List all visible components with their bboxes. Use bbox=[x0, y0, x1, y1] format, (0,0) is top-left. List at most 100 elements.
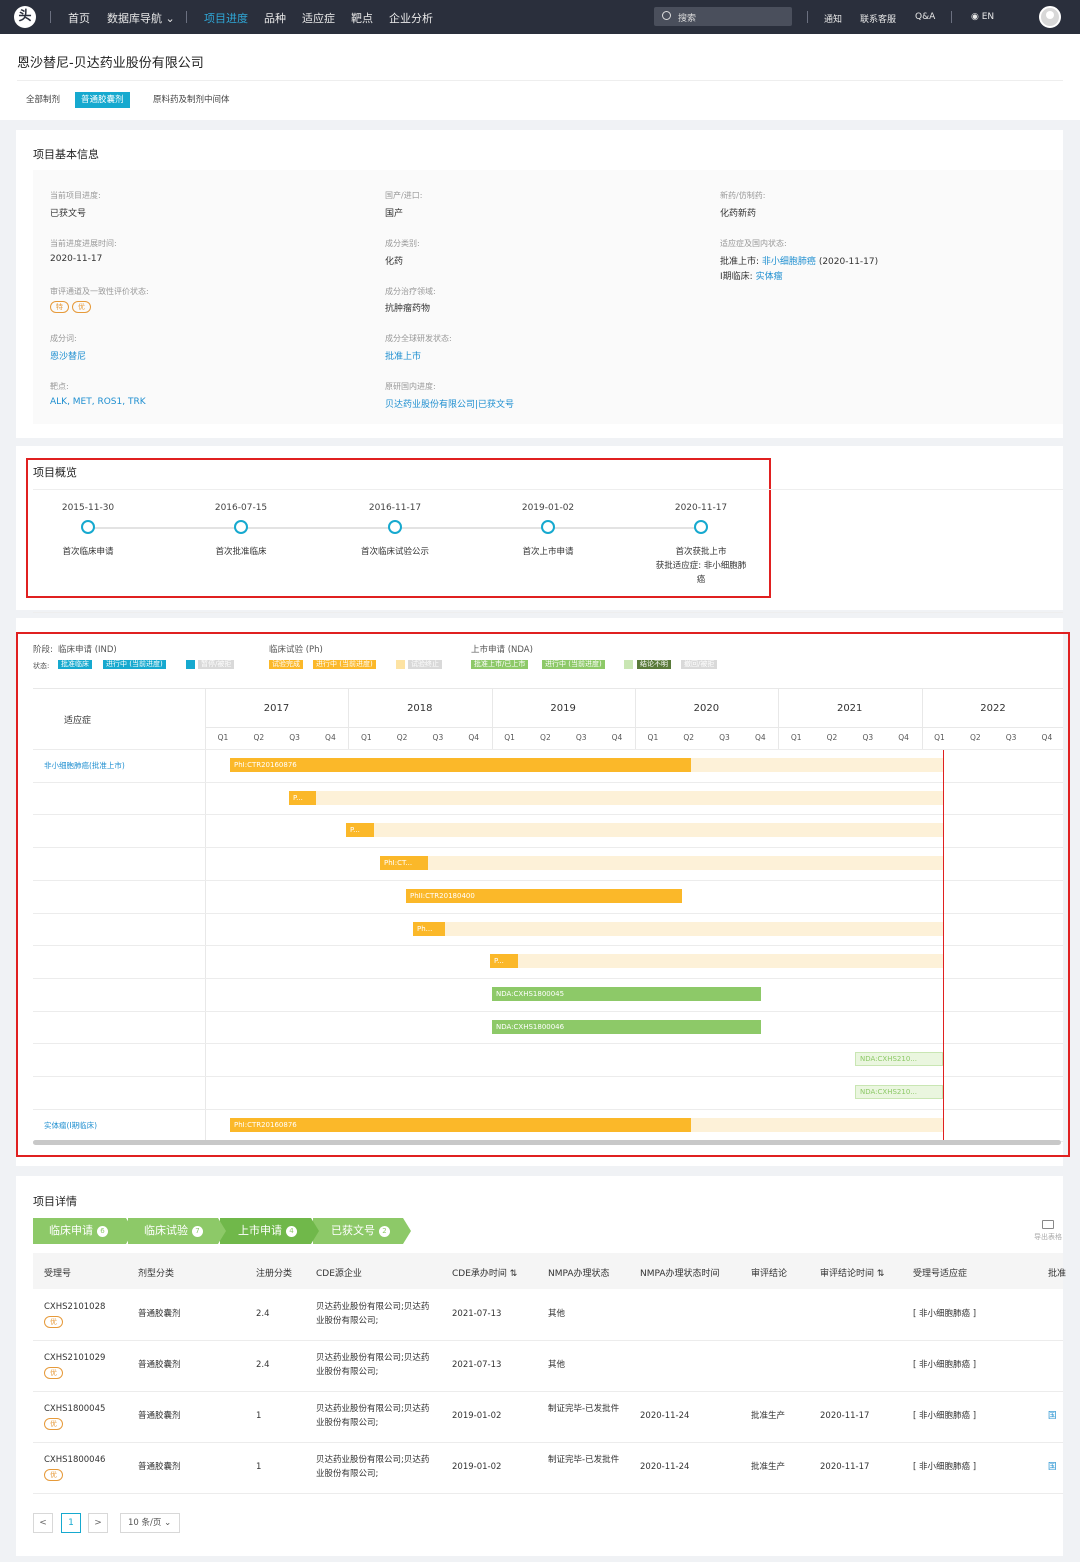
step-clinical-application[interactable]: 临床申请 6 bbox=[33, 1218, 134, 1244]
gantt-bar[interactable]: P... bbox=[346, 823, 374, 838]
nav-contact-support[interactable]: 联系客服 bbox=[860, 15, 897, 25]
milestone-dot[interactable] bbox=[694, 520, 708, 534]
page-1-button[interactable]: 1 bbox=[61, 1513, 81, 1533]
accept-number-link[interactable]: CXHS1800046 bbox=[44, 1455, 106, 1465]
gantt-scrollbar[interactable] bbox=[33, 1140, 1061, 1145]
legend-chip: 试验终止 bbox=[408, 660, 442, 669]
accept-number-link[interactable]: CXHS2101028 bbox=[44, 1302, 106, 1312]
field-label: 审评通道及一致性评价状态: bbox=[50, 287, 149, 296]
priority-badge: 优 bbox=[44, 1367, 63, 1379]
dosage-form-cell: 普通胶囊剂 bbox=[138, 1360, 181, 1370]
nav-database[interactable]: 数据库导航 ⌄ bbox=[107, 12, 175, 25]
field-value: 已获文号 bbox=[50, 209, 87, 219]
column-header[interactable]: 审评结论时间 ⇅ bbox=[820, 1269, 885, 1279]
column-header[interactable]: 受理号适应症 bbox=[913, 1269, 968, 1279]
tab-capsule[interactable]: 普通胶囊剂 bbox=[75, 92, 130, 108]
nav-home[interactable]: 首页 bbox=[68, 12, 90, 25]
column-header[interactable]: CDE承办时间 ⇅ bbox=[452, 1269, 518, 1279]
legend-stage-ph: 临床试验 (Ph) bbox=[269, 645, 323, 655]
column-header[interactable]: NMPA办理状态 bbox=[548, 1269, 610, 1279]
indication-link[interactable]: 非小细胞肺癌 bbox=[761, 257, 816, 267]
tab-all-preparations[interactable]: 全部制剂 bbox=[26, 95, 61, 105]
badge-priority: 优 bbox=[72, 301, 91, 313]
indication-link[interactable]: 实体瘤 bbox=[755, 272, 783, 282]
quarter-header: Q4 bbox=[325, 733, 336, 742]
quarter-header: Q1 bbox=[504, 733, 515, 742]
page-size-select[interactable]: 10 条/页 ⌄ bbox=[120, 1513, 180, 1533]
column-header[interactable]: 剂型分类 bbox=[138, 1269, 175, 1279]
gantt-bar[interactable]: P... bbox=[490, 954, 518, 969]
indication-cell[interactable]: [ 非小细胞肺癌 ] bbox=[913, 1309, 977, 1319]
avatar[interactable] bbox=[1039, 6, 1061, 28]
gantt-row-label[interactable]: 非小细胞肺癌(批准上市) bbox=[44, 761, 125, 770]
gantt-bar[interactable]: PhI:CT... bbox=[380, 856, 428, 871]
quarter-header: Q2 bbox=[826, 733, 838, 742]
gantt-bar[interactable]: Ph... bbox=[413, 921, 445, 936]
column-header[interactable]: 批准 bbox=[1048, 1269, 1067, 1279]
gantt-bar[interactable]: P... bbox=[289, 790, 316, 805]
field-label: 新药/仿制药: bbox=[720, 191, 766, 200]
gantt-bar[interactable]: NDA:CXHS1800046 bbox=[492, 1019, 761, 1034]
export-button[interactable]: 导出表格 bbox=[1031, 1220, 1065, 1242]
legend-chip: 撤回/被拒 bbox=[681, 660, 718, 669]
field-label: 国产/进口: bbox=[385, 191, 423, 200]
step-approved[interactable]: 已获文号 2 bbox=[313, 1218, 411, 1244]
column-header[interactable]: CDE源企业 bbox=[316, 1269, 362, 1279]
year-header: 2022 bbox=[980, 703, 1006, 714]
column-header[interactable]: 注册分类 bbox=[256, 1269, 293, 1279]
nav-target[interactable]: 靶点 bbox=[351, 12, 373, 25]
milestone-dot[interactable] bbox=[234, 520, 248, 534]
gantt-bar[interactable]: NDA:CXHS210... bbox=[855, 1085, 943, 1099]
today-marker bbox=[943, 750, 944, 1140]
prev-page-button[interactable]: < bbox=[33, 1513, 53, 1533]
nav-variety[interactable]: 品种 bbox=[264, 12, 286, 25]
legend-chip: 批准临床 bbox=[58, 660, 92, 669]
search-input[interactable]: 搜索 bbox=[654, 7, 792, 26]
language-switch[interactable]: ◉ EN bbox=[971, 12, 995, 22]
approval-cell bbox=[1048, 1307, 1063, 1321]
review-conclusion-time-cell: 2020-11-17 bbox=[820, 1411, 870, 1421]
indication-status-line1: 批准上市: 非小细胞肺癌 (2020-11-17) bbox=[720, 257, 879, 267]
approval-cell: 国药 bbox=[1048, 1411, 1057, 1421]
year-header: 2020 bbox=[693, 703, 720, 714]
milestone-dot[interactable] bbox=[388, 520, 402, 534]
quarter-header: Q1 bbox=[217, 733, 229, 742]
column-header[interactable]: 受理号 bbox=[44, 1269, 72, 1279]
gantt-bar[interactable]: NDA:CXHS210... bbox=[855, 1052, 943, 1067]
accept-number-link[interactable]: CXHS1800045 bbox=[44, 1404, 106, 1414]
review-conclusion-cell: 批准生产 bbox=[751, 1411, 786, 1421]
ingredient-link[interactable]: 恩沙替尼 bbox=[50, 352, 87, 362]
accept-number-link[interactable]: CXHS2101029 bbox=[44, 1353, 106, 1363]
next-page-button[interactable]: > bbox=[88, 1513, 108, 1533]
field-value: 化药 bbox=[385, 257, 404, 267]
row-divider bbox=[33, 1010, 1063, 1012]
nav-company-analysis[interactable]: 企业分析 bbox=[389, 12, 433, 25]
global-status-link[interactable]: 批准上市 bbox=[385, 352, 422, 362]
step-market-application[interactable]: 上市申请 4 bbox=[220, 1218, 319, 1244]
nav-notifications[interactable]: 通知 bbox=[824, 15, 843, 25]
column-header[interactable]: NMPA办理状态时间 bbox=[640, 1269, 720, 1279]
step-clinical-trial[interactable]: 临床试验 7 bbox=[128, 1218, 226, 1244]
gantt-row-label[interactable]: 实体瘤(I期临床) bbox=[44, 1120, 98, 1130]
gantt-bar[interactable]: NDA:CXHS1800045 bbox=[492, 986, 761, 1001]
milestone-dot[interactable] bbox=[81, 520, 95, 534]
gantt-bar[interactable]: PhI:CTR20160876 bbox=[230, 1117, 691, 1132]
gantt-bar-track bbox=[490, 954, 943, 969]
milestone-dot[interactable] bbox=[541, 520, 555, 534]
nmpa-status-cell: 其他 bbox=[548, 1360, 566, 1370]
logo[interactable]: 头 bbox=[14, 6, 36, 28]
column-header[interactable]: 审评结论 bbox=[751, 1269, 788, 1279]
tab-api-intermediates[interactable]: 原料药及制剂中间体 bbox=[153, 95, 230, 105]
originator-link[interactable]: 贝达药业股份有限公司|已获文号 bbox=[385, 400, 515, 410]
indication-cell[interactable]: [ 非小细胞肺癌 ] bbox=[913, 1411, 977, 1421]
field-label: 成分词: bbox=[50, 334, 77, 343]
targets-link[interactable]: ALK, MET, ROS1, TRK bbox=[50, 397, 146, 407]
indication-cell[interactable]: [ 非小细胞肺癌 ] bbox=[913, 1462, 977, 1472]
nav-indication[interactable]: 适应症 bbox=[302, 12, 335, 25]
nav-qa[interactable]: Q&A bbox=[915, 12, 936, 22]
gantt-bar[interactable]: PhII:CTR20180400 bbox=[406, 888, 682, 903]
gantt-bar[interactable]: PhI:CTR20160876 bbox=[230, 758, 691, 772]
divider bbox=[807, 11, 808, 23]
nav-project-progress[interactable]: 项目进度 bbox=[204, 12, 248, 25]
indication-cell[interactable]: [ 非小细胞肺癌 ] bbox=[913, 1360, 977, 1370]
